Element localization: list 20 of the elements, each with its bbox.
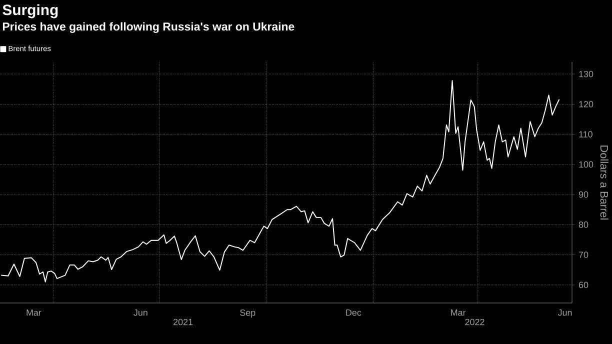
y-tick-label: 100 — [579, 161, 594, 168]
y-tick-label: 120 — [579, 100, 594, 108]
x-tick-label: Mar — [451, 309, 466, 316]
x-tick-label: Jun — [558, 309, 572, 316]
y-tick-label: 90 — [578, 191, 588, 198]
y-tick-label: 60 — [578, 282, 588, 288]
y-tick-label: 80 — [578, 221, 588, 228]
line-series — [0, 80, 560, 282]
x-tick-label: Dec — [346, 309, 362, 316]
x-tick-label: Sep — [240, 309, 256, 318]
y-tick-label: 130 — [579, 70, 594, 78]
text: 2021 — [174, 318, 193, 326]
text: 2022 — [465, 318, 484, 326]
y-tick-label: 70 — [578, 252, 588, 258]
y-axis-title: Dollars a Barrel — [600, 146, 608, 220]
chart-title: Surging — [2, 4, 58, 18]
x-tick-label: Mar — [26, 309, 42, 316]
x-tick-label: Jun — [134, 309, 148, 316]
y-tick-label: 110 — [579, 131, 592, 138]
chart-subtitle: Prices have gained following Russia's war on Ukraine — [2, 22, 294, 33]
